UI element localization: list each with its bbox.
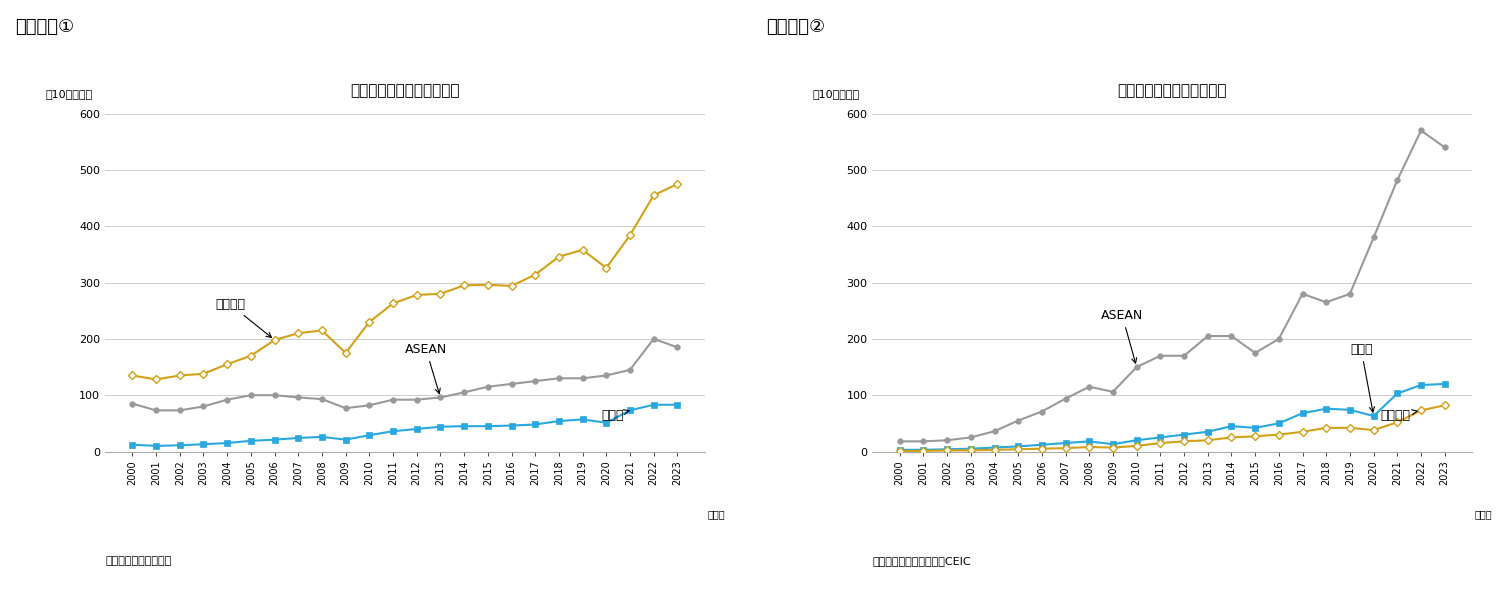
Text: メキシコ: メキシコ <box>215 298 272 338</box>
Text: ASEAN: ASEAN <box>406 343 448 394</box>
Text: 図表６－①: 図表６－① <box>15 18 74 36</box>
Text: （年）: （年） <box>707 509 725 519</box>
Text: インド: インド <box>1350 343 1374 412</box>
Text: （資料）中国海関総署、CEIC: （資料）中国海関総署、CEIC <box>873 556 972 566</box>
Text: （10億ドル）: （10億ドル） <box>45 89 92 99</box>
Text: （年）: （年） <box>1475 509 1493 519</box>
Text: ASEAN: ASEAN <box>1101 309 1143 363</box>
Text: 図表６－②: 図表６－② <box>766 18 825 36</box>
Title: 中国の地域別輸出額の推移: 中国の地域別輸出額の推移 <box>1117 84 1227 98</box>
Text: （10億ドル）: （10億ドル） <box>813 89 859 99</box>
Text: メキシコ: メキシコ <box>1380 409 1416 422</box>
Title: 米国の地域別輸入額の推移: 米国の地域別輸入額の推移 <box>350 84 460 98</box>
Text: インド: インド <box>601 409 629 422</box>
Text: （資料）米センサス局: （資料）米センサス局 <box>105 556 171 566</box>
